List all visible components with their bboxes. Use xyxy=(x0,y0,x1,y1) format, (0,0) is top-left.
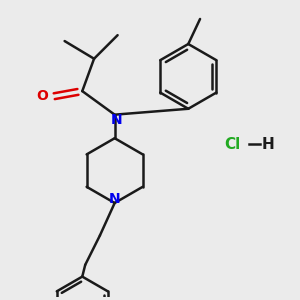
Text: H: H xyxy=(261,136,274,152)
Text: N: N xyxy=(109,192,121,206)
Text: O: O xyxy=(37,88,49,103)
Text: Cl: Cl xyxy=(224,136,241,152)
Text: N: N xyxy=(110,113,122,127)
